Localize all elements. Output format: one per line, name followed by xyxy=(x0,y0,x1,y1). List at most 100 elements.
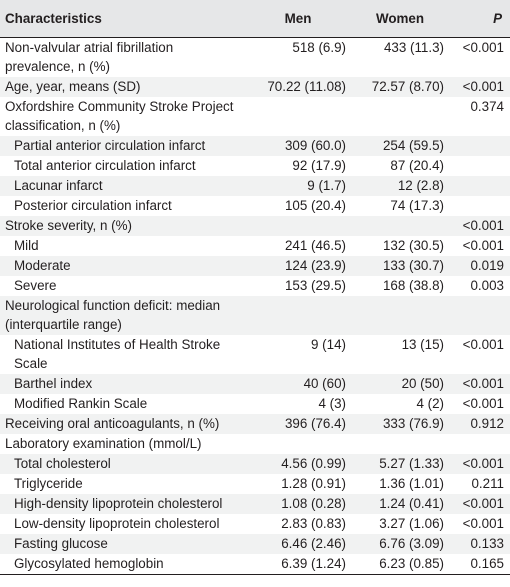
row-label: Lacunar infarct xyxy=(14,178,103,193)
p-value: <0.001 xyxy=(462,218,504,233)
table-row: Lacunar infarct 9 (1.7) 12 (2.8) xyxy=(0,176,510,196)
table-header: Characteristics Men Women P xyxy=(0,0,510,38)
table-row: Oxfordshire Community Stroke Project cla… xyxy=(0,97,510,136)
table-row: Partial anterior circulation infarct 309… xyxy=(0,136,510,156)
men-value xyxy=(246,296,350,335)
p-value xyxy=(450,196,510,216)
women-value: 6.76 (3.09) xyxy=(379,536,444,551)
table-row: Severe 153 (29.5) 168 (38.8) 0.003 xyxy=(0,276,510,296)
women-value: 13 (15) xyxy=(401,337,444,352)
men-value: 9 (1.7) xyxy=(307,178,346,193)
row-label: Laboratory examination (mmol/L) xyxy=(5,436,202,451)
p-value: <0.001 xyxy=(462,396,504,411)
men-value: 153 (29.5) xyxy=(284,278,346,293)
characteristics-table: Characteristics Men Women P Non-valvular… xyxy=(0,0,510,575)
p-value xyxy=(450,434,510,454)
header-row: Characteristics Men Women P xyxy=(0,0,510,38)
women-value xyxy=(350,97,450,136)
header-characteristics: Characteristics xyxy=(0,0,246,38)
women-value: 333 (76.9) xyxy=(382,416,444,431)
men-value: 40 (60) xyxy=(303,376,346,391)
women-value: 12 (2.8) xyxy=(397,178,444,193)
p-value xyxy=(450,176,510,196)
table-row: Fasting glucose 6.46 (2.46) 6.76 (3.09) … xyxy=(0,534,510,554)
men-value: 241 (46.5) xyxy=(284,238,346,253)
row-label: Stroke severity, n (%) xyxy=(5,218,132,233)
p-value: <0.001 xyxy=(462,40,504,55)
men-value: 124 (23.9) xyxy=(284,258,346,273)
men-value: 1.28 (0.91) xyxy=(281,476,346,491)
table-row: Moderate 124 (23.9) 133 (30.7) 0.019 xyxy=(0,256,510,276)
row-label: Severe xyxy=(14,278,57,293)
men-value: 9 (14) xyxy=(311,337,346,352)
row-label: Triglyceride xyxy=(14,476,83,491)
p-value: <0.001 xyxy=(462,337,504,352)
row-label: Oxfordshire Community Stroke Project cla… xyxy=(5,99,234,133)
men-value: 6.39 (1.24) xyxy=(246,554,350,575)
p-value: <0.001 xyxy=(462,238,504,253)
p-value xyxy=(450,136,510,156)
row-label: Receiving oral anticoagulants, n (%) xyxy=(5,416,220,431)
table-row: Barthel index 40 (60) 20 (50) <0.001 xyxy=(0,374,510,394)
women-value: 132 (30.5) xyxy=(382,238,444,253)
women-value: 168 (38.8) xyxy=(382,278,444,293)
women-value: 20 (50) xyxy=(401,376,444,391)
p-value: 0.211 xyxy=(471,476,504,491)
women-value: 133 (30.7) xyxy=(382,258,444,273)
p-value: 0.912 xyxy=(470,416,504,431)
men-value xyxy=(246,216,350,236)
men-value: 396 (76.4) xyxy=(284,416,346,431)
men-value: 70.22 (11.08) xyxy=(267,79,346,94)
header-men: Men xyxy=(246,0,350,38)
women-value: 1.36 (1.01) xyxy=(379,476,444,491)
p-value: <0.001 xyxy=(462,496,504,511)
header-p-value: P xyxy=(450,0,510,38)
men-value: 518 (6.9) xyxy=(292,40,346,55)
table-row: Posterior circulation infarct 105 (20.4)… xyxy=(0,196,510,216)
men-value: 105 (20.4) xyxy=(284,198,346,213)
row-label: Low-density lipoprotein cholesterol xyxy=(14,516,220,531)
p-value xyxy=(450,296,510,335)
women-value: 4 (2) xyxy=(416,396,444,411)
women-value xyxy=(350,216,450,236)
women-value: 3.27 (1.06) xyxy=(379,516,444,531)
row-label: Non-valvular atrial fibrillation prevale… xyxy=(5,40,174,74)
women-value: 87 (20.4) xyxy=(390,158,444,173)
women-value: 254 (59.5) xyxy=(382,138,444,153)
women-value xyxy=(350,296,450,335)
row-label: Partial anterior circulation infarct xyxy=(14,138,206,153)
women-value: 5.27 (1.33) xyxy=(379,456,444,471)
women-value: 74 (17.3) xyxy=(390,198,444,213)
row-label: Glycosylated hemoglobin xyxy=(0,554,246,575)
table-row: Receiving oral anticoagulants, n (%) 396… xyxy=(0,414,510,434)
table-row: Non-valvular atrial fibrillation prevale… xyxy=(0,38,510,78)
p-value: <0.001 xyxy=(462,79,504,94)
women-value: 6.23 (0.85) xyxy=(350,554,450,575)
women-value xyxy=(350,434,450,454)
table-body: Non-valvular atrial fibrillation prevale… xyxy=(0,38,510,575)
row-label: Posterior circulation infarct xyxy=(14,198,172,213)
men-value: 1.08 (0.28) xyxy=(281,496,346,511)
men-value: 4 (3) xyxy=(318,396,346,411)
p-value: 0.019 xyxy=(470,258,504,273)
table-row: Modified Rankin Scale 4 (3) 4 (2) <0.001 xyxy=(0,394,510,414)
men-value: 6.46 (2.46) xyxy=(281,536,346,551)
table-row: High-density lipoprotein cholesterol 1.0… xyxy=(0,494,510,514)
men-value xyxy=(246,434,350,454)
women-value: 433 (11.3) xyxy=(383,40,444,55)
row-label: National Institutes of Health Stroke Sca… xyxy=(14,337,221,371)
header-women: Women xyxy=(350,0,450,38)
row-label: High-density lipoprotein cholesterol xyxy=(14,496,223,511)
table-row: Laboratory examination (mmol/L) xyxy=(0,434,510,454)
table-row: Triglyceride 1.28 (0.91) 1.36 (1.01) 0.2… xyxy=(0,474,510,494)
women-value: 72.57 (8.70) xyxy=(371,79,444,94)
p-value: 0.165 xyxy=(450,554,510,575)
row-label: Moderate xyxy=(14,258,71,273)
men-value: 92 (17.9) xyxy=(292,158,346,173)
table-row: Total cholesterol 4.56 (0.99) 5.27 (1.33… xyxy=(0,454,510,474)
p-value: <0.001 xyxy=(462,516,504,531)
row-label: Total cholesterol xyxy=(14,456,111,471)
men-value: 4.56 (0.99) xyxy=(281,456,346,471)
p-value: 0.374 xyxy=(470,99,504,114)
p-value xyxy=(450,156,510,176)
